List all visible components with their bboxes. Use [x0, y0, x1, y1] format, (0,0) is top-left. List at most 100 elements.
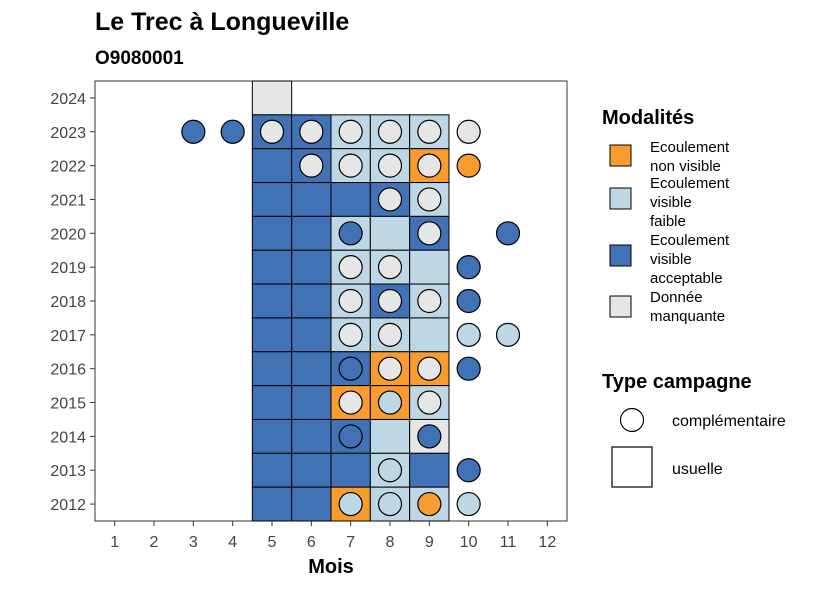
- y-tick-label: 2014: [50, 429, 86, 446]
- x-tick-label: 9: [425, 534, 434, 551]
- point-2017-10: [456, 322, 481, 347]
- tile-2018-5: [251, 283, 293, 319]
- x-tick-label: 7: [346, 534, 355, 551]
- tile-2013-7: [330, 452, 371, 488]
- tile-2020-6: [291, 215, 332, 251]
- y-tick-label: 2012: [50, 497, 86, 514]
- point-2013-10: [456, 458, 481, 483]
- legend-key-0: [609, 144, 632, 167]
- legend-key-1: [609, 187, 632, 210]
- tile-2021-5: [251, 182, 293, 217]
- tile-2016-6: [291, 351, 332, 387]
- tile-2013-5: [251, 452, 293, 488]
- legend-label-usuelle: usuelle: [672, 461, 723, 478]
- legend-label: visible: [650, 194, 692, 211]
- x-tick-label: 3: [189, 534, 198, 551]
- tile-2015-5: [251, 385, 293, 420]
- legend-label: manquante: [650, 308, 725, 325]
- legend-label: Ecoulement: [650, 232, 730, 249]
- point-2012-10: [456, 491, 481, 517]
- point-2021-8: [377, 187, 403, 212]
- tile-2024-5: [251, 80, 293, 116]
- legend-label: Ecoulement: [650, 175, 730, 192]
- y-tick-label: 2022: [50, 159, 86, 176]
- point-2023-4: [220, 119, 245, 144]
- y-tick-label: 2020: [50, 226, 86, 243]
- tile-2020-5: [251, 215, 293, 251]
- legend-label: non visible: [650, 158, 721, 175]
- point-2015-7: [338, 390, 363, 415]
- tile-2018-6: [291, 283, 332, 319]
- tile-2013-6: [291, 452, 332, 488]
- tile-2019-9: [409, 249, 450, 285]
- tile-2020-8: [369, 215, 411, 251]
- point-2023-6: [299, 119, 324, 144]
- tile-2012-6: [291, 486, 332, 522]
- point-2023-8: [377, 119, 403, 144]
- x-tick-label: 4: [228, 534, 237, 551]
- point-2017-7: [338, 322, 363, 347]
- x-tick-label: 12: [538, 534, 556, 551]
- y-tick-label: 2016: [50, 362, 86, 379]
- point-2019-8: [377, 255, 403, 280]
- legend-title-campagne: Type campagne: [602, 371, 752, 393]
- point-2017-8: [377, 322, 403, 347]
- y-tick-label: 2023: [50, 125, 86, 142]
- tile-2022-5: [251, 148, 293, 184]
- tile-2013-9: [409, 452, 450, 488]
- point-2020-9: [417, 221, 442, 246]
- tile-2014-8: [369, 418, 411, 454]
- point-2012-8: [377, 491, 403, 517]
- tile-2012-5: [251, 486, 293, 522]
- tile-2021-6: [291, 182, 332, 217]
- point-2017-11: [495, 322, 521, 347]
- point-2019-10: [456, 255, 481, 280]
- point-2016-10: [456, 356, 481, 381]
- legend-title-modalites: Modalités: [602, 107, 694, 129]
- legend-label: faible: [650, 213, 686, 230]
- point-2018-8: [377, 288, 403, 314]
- legend-key-2: [609, 244, 632, 267]
- legend-label: acceptable: [650, 270, 723, 287]
- point-2023-10: [456, 119, 481, 144]
- tile-2017-6: [291, 317, 332, 353]
- point-2019-7: [338, 255, 363, 280]
- tile-2017-9: [409, 317, 450, 353]
- x-tick-label: 2: [150, 534, 159, 551]
- point-2018-9: [417, 288, 442, 314]
- x-axis-title: Mois: [308, 556, 354, 578]
- x-tick-label: 11: [500, 534, 517, 551]
- y-tick-label: 2015: [50, 396, 86, 413]
- point-2023-7: [338, 119, 363, 144]
- point-2016-8: [377, 356, 403, 381]
- point-2016-9: [417, 356, 442, 381]
- tile-2019-6: [291, 249, 332, 285]
- point-2020-7: [338, 221, 363, 246]
- chart-title: Le Trec à Longueville: [95, 8, 349, 36]
- legend-circle-key: [619, 407, 645, 433]
- x-tick-label: 8: [386, 534, 395, 551]
- point-2022-6: [299, 153, 324, 178]
- tile-2014-6: [291, 418, 332, 454]
- point-2023-3: [181, 119, 206, 144]
- point-2022-7: [338, 153, 363, 178]
- tile-2016-5: [251, 351, 293, 387]
- legend-label: Donnée: [650, 289, 703, 306]
- y-tick-label: 2018: [50, 294, 86, 311]
- legend-label: visible: [650, 251, 692, 268]
- point-2023-9: [417, 119, 442, 144]
- point-2012-7: [338, 491, 363, 517]
- legend-square-key: [611, 446, 653, 488]
- point-2014-9: [417, 424, 442, 449]
- y-tick-label: 2013: [50, 463, 86, 480]
- point-2022-8: [377, 153, 403, 178]
- x-tick-label: 6: [307, 534, 316, 551]
- point-2018-7: [338, 288, 363, 314]
- legend-label: Ecoulement: [650, 139, 730, 156]
- x-tick-label: 5: [268, 534, 277, 551]
- y-tick-label: 2024: [50, 91, 86, 108]
- point-2018-10: [456, 288, 481, 314]
- plot-area: 1 2 3 4 5 6 7 8 9 10 11 122012201320142015201620172…: [50, 80, 568, 551]
